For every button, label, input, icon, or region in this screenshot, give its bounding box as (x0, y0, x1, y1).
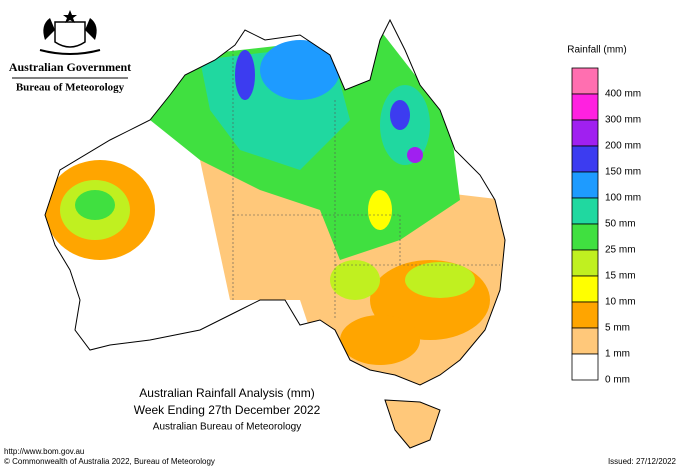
legend-swatch (571, 353, 599, 381)
legend-label: 400 mm (605, 89, 641, 100)
legend-swatch (571, 275, 599, 303)
coat-of-arms (39, 10, 101, 55)
legend-label: 10 mm (605, 297, 636, 308)
legend-swatch (571, 145, 599, 173)
caption-title: Australian Rainfall Analysis (mm) (139, 386, 314, 400)
caption-source: Australian Bureau of Meteorology (153, 422, 301, 433)
legend-swatch (571, 327, 599, 355)
coastline (44, 18, 506, 386)
legend-swatch (571, 301, 599, 329)
legend-label: 50 mm (605, 219, 636, 230)
legend-swatch (571, 67, 599, 95)
legend-swatch (571, 119, 599, 147)
legend-title: Rainfall (mm) (567, 45, 626, 56)
footer-url: http://www.bom.gov.au (4, 447, 84, 456)
legend-swatch (571, 249, 599, 277)
legend-swatch (571, 223, 599, 251)
legend-label: 300 mm (605, 115, 641, 126)
state-borders (232, 50, 500, 320)
legend-swatch (571, 197, 599, 225)
legend-label: 15 mm (605, 271, 636, 282)
legend-label: 150 mm (605, 167, 641, 178)
legend-label: 1 mm (605, 349, 630, 360)
legend-swatch (571, 171, 599, 199)
government-name: Australian Government (9, 60, 131, 74)
footer-issued: Issued: 27/12/2022 (608, 457, 677, 466)
legend-label: 0 mm (605, 375, 630, 386)
footer-copyright: © Commonwealth of Australia 2022, Bureau… (4, 457, 215, 466)
legend-label: 100 mm (605, 193, 641, 204)
legend: 400 mm 300 mm 200 mm 150 mm 100 mm 50 mm 25 mm… (571, 67, 641, 386)
tasmania (384, 399, 441, 449)
legend-label: 5 mm (605, 323, 630, 334)
legend-label: 200 mm (605, 141, 641, 152)
caption-subtitle: Week Ending 27th December 2022 (134, 403, 321, 417)
bureau-name: Bureau of Meteorology (16, 82, 125, 94)
legend-label: 25 mm (605, 245, 636, 256)
legend-swatch (571, 93, 599, 121)
